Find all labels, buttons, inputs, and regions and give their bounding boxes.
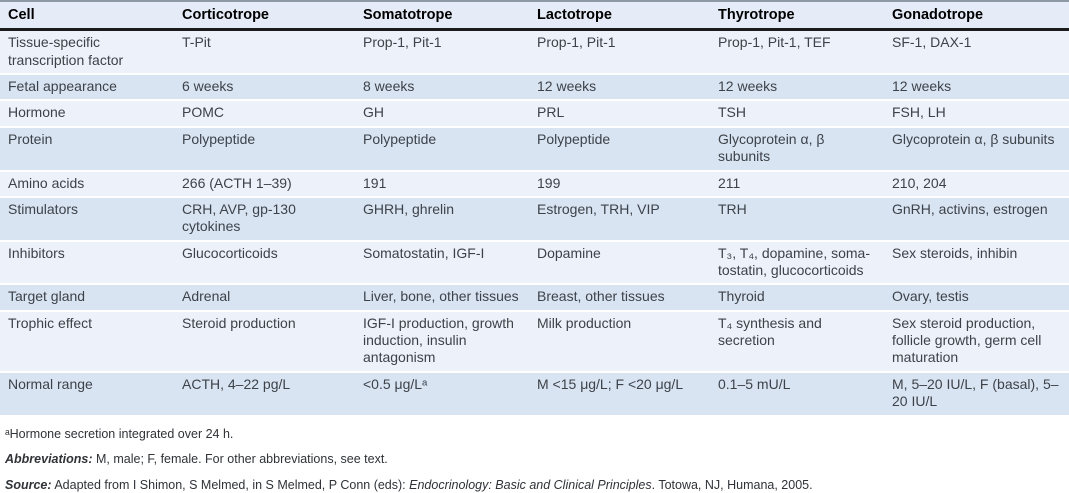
table-cell: 12 weeks <box>884 74 1069 100</box>
source-label: Source: <box>5 478 52 492</box>
column-header: Cell <box>0 1 174 30</box>
table-cell: 6 weeks <box>174 74 355 100</box>
footnote-a-text: ᵃHormone secretion integrated over 24 h. <box>5 427 233 441</box>
row-label: Hormone <box>0 100 174 126</box>
table-cell: Prop-1, Pit-1 <box>355 30 529 74</box>
table-cell: Glucocorticoids <box>174 241 355 285</box>
source-book-title: Endocrinology: Basic and Clinical Princi… <box>409 478 651 492</box>
table-cell: 8 weeks <box>355 74 529 100</box>
table-cell: GHRH, ghrelin <box>355 197 529 241</box>
row-label: Stimulators <box>0 197 174 241</box>
row-label: Trophic effect <box>0 311 174 372</box>
table-cell: <0.5 μg/Lᵃ <box>355 372 529 416</box>
table-cell: M, 5–20 IU/L, F (basal), 5–20 IU/L <box>884 372 1069 416</box>
row-label: Amino acids <box>0 171 174 197</box>
table-cell: Prop-1, Pit-1, TEF <box>710 30 884 74</box>
table-cell: Liver, bone, other tissues <box>355 284 529 310</box>
table-cell: TRH <box>710 197 884 241</box>
row-label: Normal range <box>0 372 174 416</box>
table-cell: GnRH, activins, estrogen <box>884 197 1069 241</box>
footnote-a: ᵃHormone secretion integrated over 24 h. <box>5 427 1061 443</box>
source-text-after: . Totowa, NJ, Humana, 2005. <box>652 478 813 492</box>
table-cell: Prop-1, Pit-1 <box>529 30 710 74</box>
table-cell: T₃, T₄, dopamine, soma-tostatin, glucoco… <box>710 241 884 285</box>
table-cell: Breast, other tissues <box>529 284 710 310</box>
row-label: Fetal appearance <box>0 74 174 100</box>
column-header: Somatotrope <box>355 1 529 30</box>
row-label: Inhibitors <box>0 241 174 285</box>
row-label: Tissue-specific transcription factor <box>0 30 174 74</box>
table-cell: Sex steroid production, follicle growth,… <box>884 311 1069 372</box>
footnote-abbreviations: Abbreviations: M, male; F, female. For o… <box>5 452 1061 468</box>
column-header: Corticotrope <box>174 1 355 30</box>
table-cell: 12 weeks <box>710 74 884 100</box>
table-cell: Polypeptide <box>355 127 529 171</box>
table-cell: 12 weeks <box>529 74 710 100</box>
table-cell: CRH, AVP, gp-130 cytokines <box>174 197 355 241</box>
column-header: Thyrotrope <box>710 1 884 30</box>
column-header: Gonadotrope <box>884 1 1069 30</box>
table-cell: SF-1, DAX-1 <box>884 30 1069 74</box>
table-cell: IGF-I production, growth induction, insu… <box>355 311 529 372</box>
table-cell: 191 <box>355 171 529 197</box>
table-cell: Polypeptide <box>529 127 710 171</box>
table-cell: T-Pit <box>174 30 355 74</box>
table-cell: Glycoprotein α, β subunits <box>710 127 884 171</box>
table-cell: Estrogen, TRH, VIP <box>529 197 710 241</box>
source-text-before: Adapted from I Shimon, S Melmed, in S Me… <box>52 478 410 492</box>
table-cell: TSH <box>710 100 884 126</box>
table-cell: ACTH, 4–22 pg/L <box>174 372 355 416</box>
abbreviations-text: M, male; F, female. For other abbreviati… <box>93 452 388 466</box>
table-cell: 199 <box>529 171 710 197</box>
table-cell: PRL <box>529 100 710 126</box>
table-cell: 266 (ACTH 1–39) <box>174 171 355 197</box>
table-cell: Dopamine <box>529 241 710 285</box>
table-cell: 210, 204 <box>884 171 1069 197</box>
table-cell: Thyroid <box>710 284 884 310</box>
table-cell: Polypeptide <box>174 127 355 171</box>
footnote-source: Source: Adapted from I Shimon, S Melmed,… <box>5 478 1061 493</box>
table-cell: FSH, LH <box>884 100 1069 126</box>
table-cell: Somatostatin, IGF-I <box>355 241 529 285</box>
table-cell: Milk production <box>529 311 710 372</box>
table-cell: POMC <box>174 100 355 126</box>
row-label: Protein <box>0 127 174 171</box>
table-cell: Ovary, testis <box>884 284 1069 310</box>
table-cell: M <15 μg/L; F <20 μg/L <box>529 372 710 416</box>
column-header: Lactotrope <box>529 1 710 30</box>
abbreviations-label: Abbreviations: <box>5 452 93 466</box>
table-cell: Sex steroids, inhibin <box>884 241 1069 285</box>
table-cell: GH <box>355 100 529 126</box>
table-cell: 0.1–5 mU/L <box>710 372 884 416</box>
table-cell: Adrenal <box>174 284 355 310</box>
table-cell: T₄ synthesis and secretion <box>710 311 884 372</box>
table-cell: Glycoprotein α, β subunits <box>884 127 1069 171</box>
row-label: Target gland <box>0 284 174 310</box>
footnotes: ᵃHormone secretion integrated over 24 h.… <box>0 417 1069 493</box>
table-cell: Steroid production <box>174 311 355 372</box>
table-cell: 211 <box>710 171 884 197</box>
